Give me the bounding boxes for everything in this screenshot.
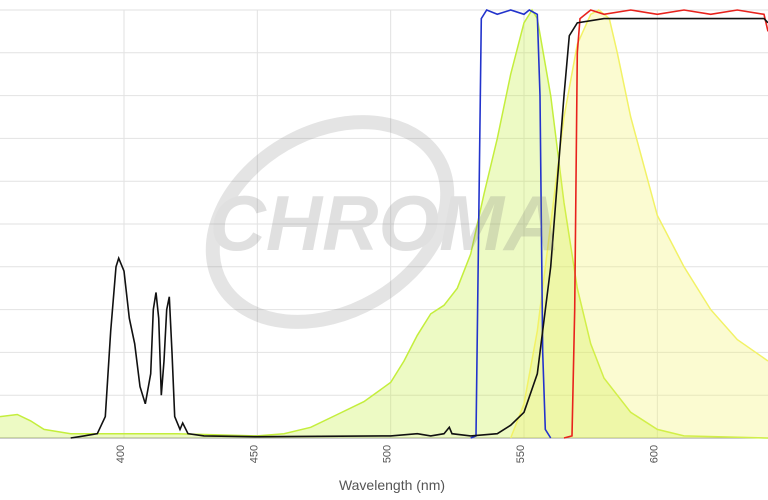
plot: 400 450 500 550 600 (0, 8, 768, 463)
watermark: CHROMA (210, 179, 561, 267)
x-tick-label: 400 (115, 445, 127, 463)
x-tick-label: 450 (248, 445, 260, 463)
line (563, 9, 768, 439)
x-axis-label: Wavelength (nm) (339, 477, 445, 493)
area (0, 10, 768, 438)
watermark-swoosh (205, 115, 455, 329)
line (70, 17, 768, 439)
x-tick-label: 550 (515, 445, 527, 463)
x-tick-label: 600 (648, 445, 660, 463)
x-tick-label: 500 (382, 445, 394, 463)
watermark-group: CHROMA (205, 115, 561, 329)
line (0, 8, 768, 439)
line (470, 9, 552, 439)
